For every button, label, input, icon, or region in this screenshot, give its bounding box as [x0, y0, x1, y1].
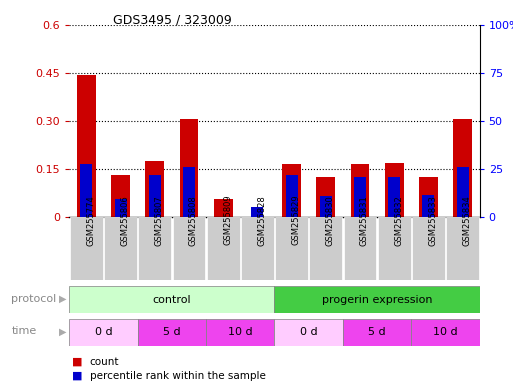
Bar [251, 207, 263, 217]
Text: 10 d: 10 d [433, 327, 458, 337]
Text: count: count [90, 357, 120, 367]
Bar [77, 74, 96, 217]
Text: GSM255830: GSM255830 [326, 195, 335, 245]
FancyBboxPatch shape [412, 217, 445, 280]
Text: 0 d: 0 d [300, 327, 318, 337]
Text: GSM255808: GSM255808 [189, 195, 198, 245]
Text: progerin expression: progerin expression [322, 295, 432, 305]
Text: GDS3495 / 323009: GDS3495 / 323009 [113, 13, 231, 26]
FancyBboxPatch shape [309, 217, 342, 280]
FancyBboxPatch shape [206, 319, 274, 346]
Text: 10 d: 10 d [228, 327, 252, 337]
Text: control: control [152, 295, 191, 305]
Bar [385, 162, 404, 217]
Bar [180, 119, 199, 217]
Bar [453, 119, 472, 217]
FancyBboxPatch shape [446, 217, 479, 280]
FancyBboxPatch shape [274, 286, 480, 313]
FancyBboxPatch shape [344, 217, 377, 280]
Bar [422, 195, 435, 217]
Bar [457, 167, 468, 217]
FancyBboxPatch shape [172, 217, 205, 280]
Text: ■: ■ [72, 371, 82, 381]
Text: ■: ■ [72, 357, 82, 367]
Bar [350, 164, 369, 217]
Bar [320, 196, 332, 217]
Text: GSM255834: GSM255834 [463, 195, 471, 245]
Bar [419, 177, 438, 217]
Bar [114, 199, 127, 217]
FancyBboxPatch shape [411, 319, 480, 346]
Text: GSM255807: GSM255807 [155, 195, 164, 245]
Text: GSM255829: GSM255829 [291, 195, 301, 245]
Text: GSM255774: GSM255774 [86, 195, 95, 245]
FancyBboxPatch shape [137, 319, 206, 346]
FancyBboxPatch shape [274, 319, 343, 346]
Text: ▶: ▶ [59, 326, 67, 336]
FancyBboxPatch shape [241, 217, 274, 280]
Text: GSM255833: GSM255833 [428, 195, 438, 245]
Bar [149, 175, 161, 217]
Bar [354, 177, 366, 217]
FancyBboxPatch shape [70, 217, 103, 280]
Text: 5 d: 5 d [163, 327, 181, 337]
FancyBboxPatch shape [378, 217, 410, 280]
Text: protocol: protocol [11, 294, 56, 304]
Bar [282, 164, 301, 217]
FancyBboxPatch shape [275, 217, 308, 280]
Bar [317, 177, 335, 217]
Bar [183, 167, 195, 217]
Text: ▶: ▶ [59, 294, 67, 304]
FancyBboxPatch shape [343, 319, 411, 346]
Text: time: time [11, 326, 36, 336]
Bar [81, 164, 92, 217]
Text: 5 d: 5 d [368, 327, 386, 337]
FancyBboxPatch shape [207, 217, 240, 280]
FancyBboxPatch shape [69, 286, 274, 313]
Bar [111, 175, 130, 217]
Text: GSM255832: GSM255832 [394, 195, 403, 245]
FancyBboxPatch shape [104, 217, 137, 280]
Text: GSM255806: GSM255806 [121, 195, 130, 245]
Text: percentile rank within the sample: percentile rank within the sample [90, 371, 266, 381]
Bar [388, 177, 400, 217]
Bar [214, 199, 232, 217]
Text: GSM255828: GSM255828 [258, 195, 266, 245]
Bar [145, 161, 164, 217]
Text: 0 d: 0 d [94, 327, 112, 337]
Text: GSM255831: GSM255831 [360, 195, 369, 245]
Bar [286, 175, 298, 217]
Text: GSM255809: GSM255809 [223, 195, 232, 245]
FancyBboxPatch shape [69, 319, 137, 346]
FancyBboxPatch shape [139, 217, 171, 280]
